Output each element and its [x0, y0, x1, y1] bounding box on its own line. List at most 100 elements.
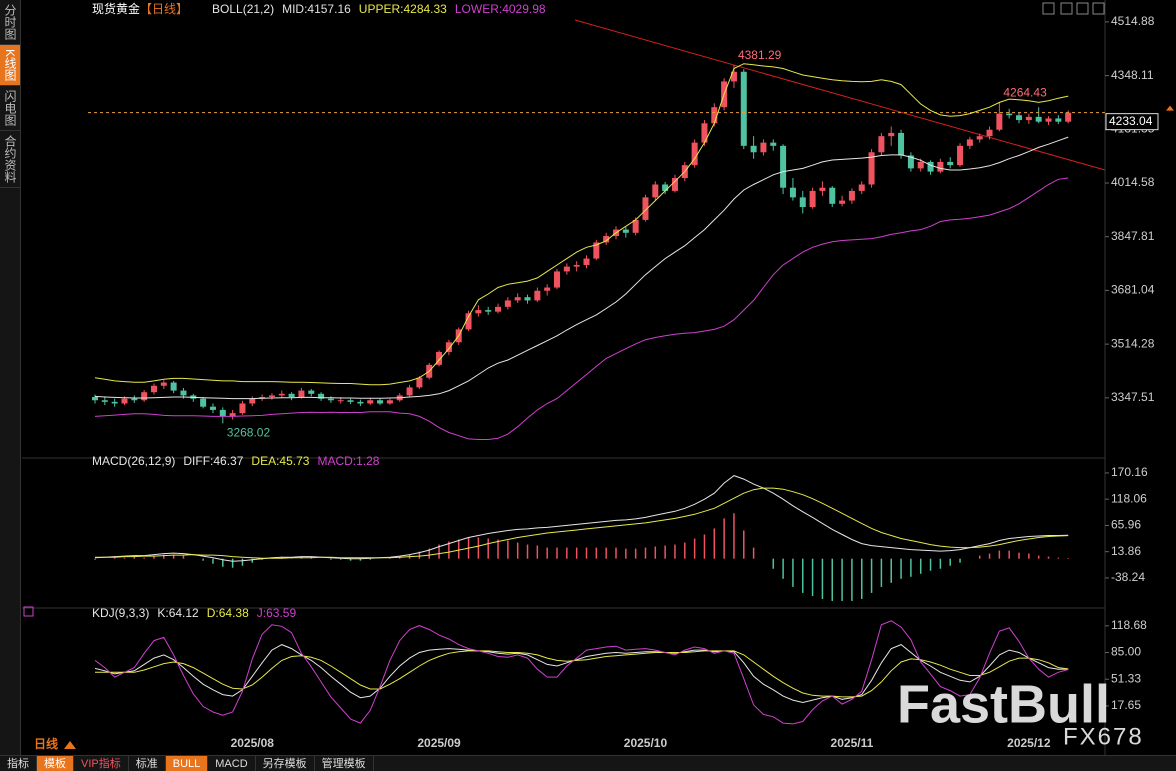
candle-body — [780, 145, 787, 188]
candle-body — [298, 390, 305, 398]
candle-body — [907, 155, 914, 169]
candle-body — [1035, 116, 1042, 122]
button[interactable]: MACD — [208, 756, 256, 771]
candle-body — [789, 187, 796, 198]
candle-body — [111, 401, 118, 404]
candle-body — [986, 129, 993, 137]
settings-icon[interactable] — [23, 606, 34, 617]
candle-body — [475, 310, 482, 314]
toolbar: 指标 模板 VIP指标 标准 BULL MACD 另存模板 管理模板 — [0, 755, 1176, 771]
candle-body — [337, 400, 344, 402]
candle-body — [829, 187, 836, 204]
candle-body — [701, 123, 708, 143]
watermark: FastBull — [897, 674, 1110, 734]
indicator-line — [95, 487, 1069, 559]
period-selector[interactable]: 日线 — [34, 736, 58, 751]
indicator-line — [95, 650, 1069, 698]
icon[interactable] — [1092, 2, 1105, 15]
candle-body — [288, 393, 295, 398]
button[interactable]: 另存模板 — [256, 756, 315, 771]
y-tick-label: 65.96 — [1111, 518, 1141, 532]
y-tick-label: 4514.88 — [1111, 14, 1155, 28]
window-icons — [1042, 2, 1105, 15]
candle-body — [573, 264, 580, 267]
y-tick-label: 118.06 — [1111, 491, 1147, 505]
candle-body — [868, 152, 875, 185]
candle-body — [141, 392, 148, 401]
candle-body — [249, 398, 256, 404]
dropdown-arrow[interactable] — [64, 741, 76, 749]
candle-body — [750, 145, 757, 153]
candle-body — [554, 271, 561, 288]
candle-body — [131, 398, 138, 401]
candle-body — [671, 178, 678, 191]
candle-body — [563, 266, 570, 272]
tab[interactable]: 合约资料 — [0, 131, 20, 189]
trend-line — [574, 19, 1106, 171]
high-annotation: 4381.29 — [738, 48, 782, 62]
tab[interactable]: 闪电图 — [0, 86, 20, 132]
candle-body — [1025, 116, 1032, 121]
candle-body — [711, 107, 718, 124]
candle-body — [160, 382, 167, 386]
candle-body — [917, 161, 924, 169]
indicator-readout: MID:4157.16 — [282, 2, 351, 16]
y-tick-label: -38.24 — [1111, 570, 1145, 584]
candle-body — [1065, 112, 1072, 122]
indicator-readout: DEA:45.73 — [251, 454, 309, 468]
candle-body — [524, 297, 531, 301]
candle-body — [966, 139, 973, 146]
x-tick-label: 2025/08 — [231, 736, 275, 750]
indicator-line — [94, 136, 1069, 400]
button[interactable]: 管理模板 — [315, 756, 374, 771]
y-tick-label: 4348.11 — [1111, 68, 1154, 82]
candle-body — [642, 197, 649, 220]
icon[interactable] — [1042, 2, 1055, 15]
candle-body — [318, 393, 325, 399]
indicator-readout: UPPER:4284.33 — [359, 2, 447, 16]
candle-body — [888, 132, 895, 137]
candle-body — [603, 236, 610, 243]
candle-body — [632, 219, 639, 233]
x-tick-label: 2025/11 — [831, 736, 874, 750]
y-tick-label: 3347.51 — [1111, 390, 1155, 404]
candle-body — [150, 385, 157, 393]
button[interactable]: 指标 — [0, 756, 37, 771]
indicator-line — [94, 63, 1069, 386]
icon[interactable] — [1076, 2, 1089, 15]
candle-body — [436, 351, 443, 365]
candle-body — [170, 382, 177, 391]
button[interactable]: VIP指标 — [74, 756, 129, 771]
candle-body — [308, 390, 315, 394]
tab[interactable]: K线图 — [0, 45, 20, 87]
candle-body — [662, 184, 669, 191]
button[interactable]: 标准 — [129, 756, 166, 771]
indicator-readout: MACD:1.28 — [317, 454, 379, 468]
candle-body — [898, 132, 905, 156]
period-label: 【日线】 — [140, 2, 188, 16]
candle-body — [770, 142, 777, 146]
candle-body — [514, 297, 521, 301]
candle-body — [740, 71, 747, 146]
indicator-line — [94, 177, 1069, 440]
candle-body — [848, 190, 855, 201]
candle-body — [485, 310, 492, 312]
candle-body — [92, 397, 98, 401]
tab[interactable]: 分时图 — [0, 0, 20, 45]
candle-body — [1055, 118, 1062, 122]
candle-body — [327, 398, 334, 401]
candle-body — [101, 400, 108, 402]
candle-body — [386, 400, 393, 404]
indicator-readout: DIFF:46.37 — [183, 454, 243, 468]
icon[interactable] — [1060, 2, 1073, 15]
instrument-title: 现货黄金 — [92, 1, 140, 16]
candle-body — [219, 409, 226, 417]
button[interactable]: 模板 — [37, 756, 74, 771]
button[interactable]: BULL — [165, 756, 209, 771]
indicator-readout: D:64.38 — [207, 606, 249, 620]
candle-body — [937, 161, 944, 172]
sidebar: 分时图 K线图 闪电图 合约资料 — [0, 0, 21, 755]
y-tick-label: 51.33 — [1111, 671, 1141, 685]
indicator-name: BOLL(21,2) — [212, 2, 274, 16]
